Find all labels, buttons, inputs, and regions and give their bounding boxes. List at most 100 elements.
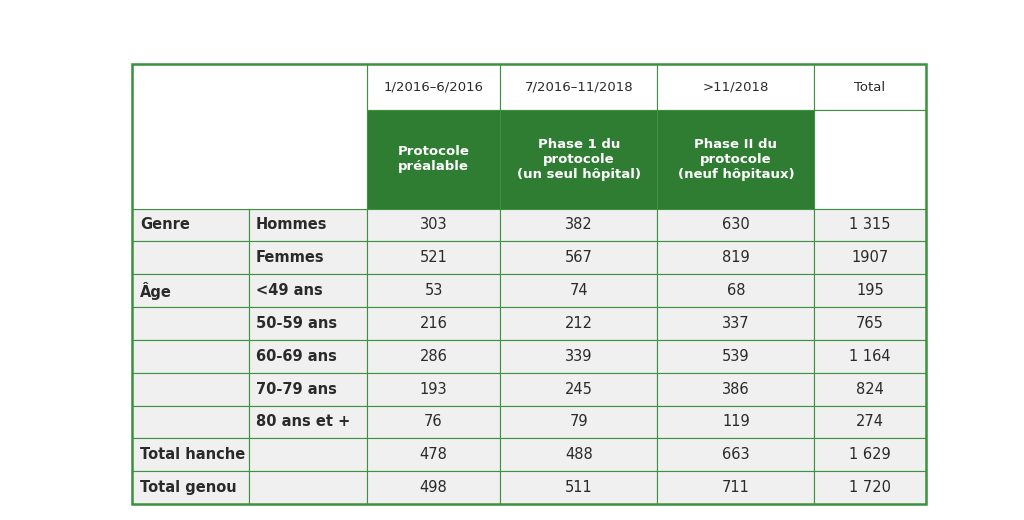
Bar xyxy=(367,110,500,209)
Bar xyxy=(657,274,814,307)
Text: 7/2016–11/2018: 7/2016–11/2018 xyxy=(524,81,633,94)
Bar xyxy=(500,241,657,274)
Text: 212: 212 xyxy=(565,316,593,331)
Text: Total genou: Total genou xyxy=(140,480,237,495)
Bar xyxy=(814,406,926,438)
Text: 193: 193 xyxy=(420,382,447,397)
Text: 76: 76 xyxy=(424,414,442,430)
Bar xyxy=(367,340,500,373)
Bar xyxy=(250,471,367,504)
Text: Hommes: Hommes xyxy=(256,217,328,232)
Bar xyxy=(814,340,926,373)
Text: 53: 53 xyxy=(424,283,442,298)
Text: 195: 195 xyxy=(856,283,884,298)
Text: 79: 79 xyxy=(569,414,588,430)
Bar xyxy=(367,471,500,504)
Bar xyxy=(132,274,250,307)
Text: 382: 382 xyxy=(565,217,593,232)
Text: 245: 245 xyxy=(565,382,593,397)
Text: 74: 74 xyxy=(569,283,588,298)
Text: Femmes: Femmes xyxy=(256,250,325,265)
Text: <49 ans: <49 ans xyxy=(256,283,323,298)
Bar xyxy=(657,241,814,274)
Bar xyxy=(500,373,657,406)
Bar xyxy=(500,406,657,438)
Text: 630: 630 xyxy=(722,217,750,232)
Bar xyxy=(250,406,367,438)
Bar xyxy=(250,307,367,340)
Text: Protocole
préalable: Protocole préalable xyxy=(397,146,469,174)
Bar xyxy=(132,471,250,504)
Text: 478: 478 xyxy=(420,447,447,462)
Bar xyxy=(657,406,814,438)
Text: 70-79 ans: 70-79 ans xyxy=(256,382,337,397)
Bar xyxy=(132,406,250,438)
Text: 521: 521 xyxy=(420,250,447,265)
Text: 567: 567 xyxy=(565,250,593,265)
Bar xyxy=(250,373,367,406)
Text: 68: 68 xyxy=(727,283,745,298)
Bar xyxy=(367,241,500,274)
Bar xyxy=(814,209,926,241)
Text: 824: 824 xyxy=(856,382,884,397)
Bar xyxy=(814,307,926,340)
Bar xyxy=(500,209,657,241)
Text: 286: 286 xyxy=(420,349,447,364)
Bar xyxy=(132,373,250,406)
Text: 488: 488 xyxy=(565,447,593,462)
Text: Total hanche: Total hanche xyxy=(140,447,245,462)
Text: Âge: Âge xyxy=(140,282,172,300)
Text: 539: 539 xyxy=(722,349,750,364)
Bar xyxy=(367,373,500,406)
Bar xyxy=(367,274,500,307)
Text: 303: 303 xyxy=(420,217,447,232)
Text: 819: 819 xyxy=(722,250,750,265)
Bar xyxy=(500,438,657,471)
Bar xyxy=(657,110,814,209)
Bar xyxy=(814,373,926,406)
Text: 711: 711 xyxy=(722,480,750,495)
Bar xyxy=(132,340,250,373)
Bar xyxy=(132,438,250,471)
Bar xyxy=(367,64,500,110)
Bar xyxy=(500,307,657,340)
Text: 60-69 ans: 60-69 ans xyxy=(256,349,337,364)
Text: 511: 511 xyxy=(565,480,593,495)
Text: 1 629: 1 629 xyxy=(849,447,891,462)
Bar xyxy=(367,406,500,438)
Bar xyxy=(657,471,814,504)
Text: Phase 1 du
protocole
(un seul hôpital): Phase 1 du protocole (un seul hôpital) xyxy=(517,138,641,181)
Bar xyxy=(657,307,814,340)
Text: 1907: 1907 xyxy=(851,250,889,265)
Bar xyxy=(367,209,500,241)
Bar xyxy=(500,471,657,504)
Bar xyxy=(250,209,367,241)
Bar xyxy=(814,110,926,209)
Bar xyxy=(250,274,367,307)
Text: >11/2018: >11/2018 xyxy=(702,81,769,94)
Text: 498: 498 xyxy=(420,480,447,495)
Text: 119: 119 xyxy=(722,414,750,430)
Text: 1 164: 1 164 xyxy=(849,349,891,364)
Text: Genre: Genre xyxy=(140,217,189,232)
Bar xyxy=(657,340,814,373)
Bar xyxy=(250,438,367,471)
Bar xyxy=(132,64,367,110)
Text: 1/2016–6/2016: 1/2016–6/2016 xyxy=(384,81,483,94)
Bar xyxy=(657,438,814,471)
Bar xyxy=(132,209,250,241)
Bar xyxy=(814,471,926,504)
Bar xyxy=(132,64,367,209)
Text: 216: 216 xyxy=(420,316,447,331)
Text: 765: 765 xyxy=(856,316,884,331)
Text: 663: 663 xyxy=(722,447,750,462)
Bar xyxy=(814,64,926,110)
Text: 274: 274 xyxy=(856,414,884,430)
Bar xyxy=(657,209,814,241)
Bar xyxy=(814,241,926,274)
Bar xyxy=(500,274,657,307)
Text: 1 315: 1 315 xyxy=(849,217,891,232)
Bar xyxy=(500,110,657,209)
Text: 386: 386 xyxy=(722,382,750,397)
Bar xyxy=(500,64,657,110)
